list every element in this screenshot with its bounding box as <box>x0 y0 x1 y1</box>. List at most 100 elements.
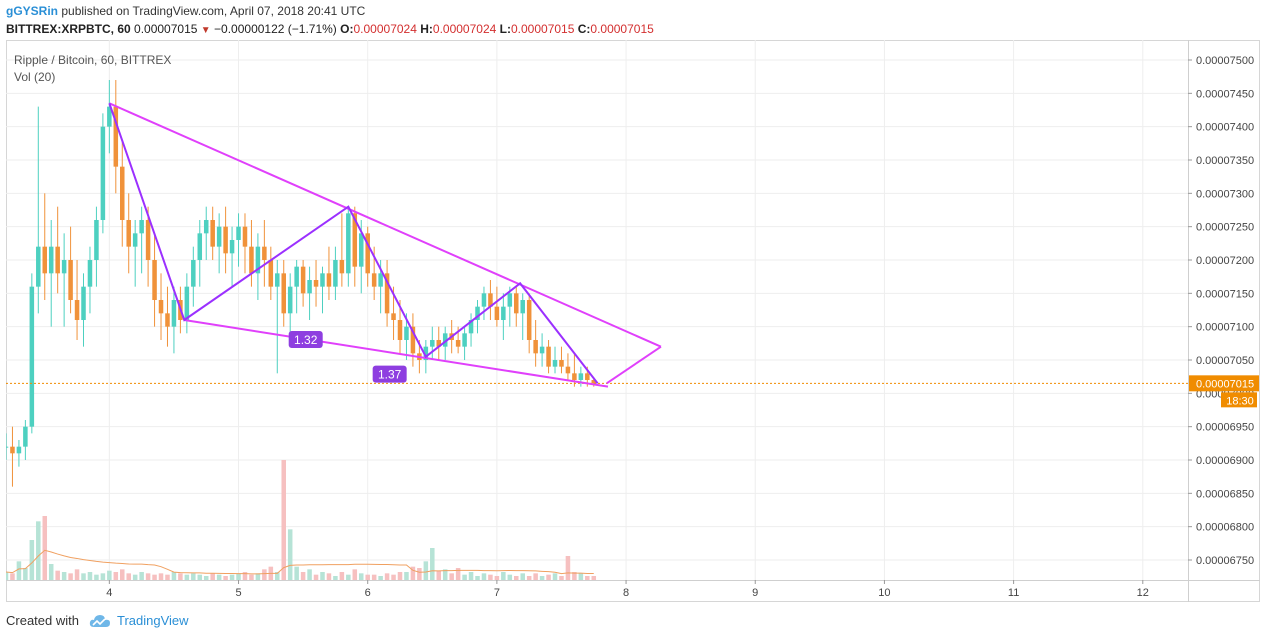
volume-bar <box>462 574 467 580</box>
ratio-label-bg <box>372 365 407 383</box>
candle-body <box>475 306 480 320</box>
volume-bar <box>300 572 306 580</box>
volume-bar <box>287 529 293 580</box>
y-tick-label: 0.00006750 <box>1196 555 1254 567</box>
price-change: −0.00000122 (−1.71%) <box>214 22 337 36</box>
trend-line <box>108 102 662 348</box>
volume-bar <box>539 576 545 580</box>
x-tick-label: 4 <box>106 587 112 599</box>
volume-bar <box>442 569 448 580</box>
candle-body <box>287 286 293 314</box>
volume-bar <box>501 572 506 580</box>
volume-bar <box>68 573 73 580</box>
brand-label: TradingView <box>116 613 189 628</box>
candle-body <box>462 333 467 347</box>
candle-body <box>552 360 558 367</box>
volume-bar <box>203 576 209 580</box>
volume-bar <box>132 574 138 580</box>
volume-bar <box>249 574 254 580</box>
y-tick-label: 0.00007100 <box>1196 322 1254 334</box>
open-label: O: <box>340 22 354 36</box>
author-name[interactable]: gGYSRin <box>6 4 59 18</box>
volume-bar <box>74 569 80 580</box>
candle-body <box>520 300 525 314</box>
candle-body <box>126 220 131 247</box>
candle-body <box>3 446 9 448</box>
volume-bar <box>578 573 584 580</box>
volume-bar <box>36 521 41 580</box>
y-tick-label: 0.00006850 <box>1196 488 1254 500</box>
volume-bar <box>326 573 332 580</box>
volume-bar <box>404 572 409 580</box>
volume-bar <box>365 574 370 580</box>
chart-frame[interactable]: 0.00007500 0.00007450 0.00007400 0.00007350… <box>3 40 1260 602</box>
volume-bar <box>3 572 9 580</box>
volume-bar <box>313 574 319 580</box>
candle-body <box>572 373 577 380</box>
volume-bar <box>488 574 493 580</box>
candle-body <box>352 213 358 267</box>
candle-body <box>488 293 493 307</box>
candle-body <box>10 446 15 454</box>
ratio-label-bg <box>288 331 323 348</box>
candle-body <box>36 246 41 287</box>
candle-body <box>145 220 151 260</box>
y-tick-label: 0.00007500 <box>1196 55 1254 67</box>
volume-bar <box>423 561 429 580</box>
volume-bar <box>165 574 170 580</box>
chart-title: Ripple / Bitcoin, 60, BITTREX <box>14 53 171 67</box>
candle-body <box>281 273 286 314</box>
candle-body <box>468 320 474 334</box>
candle-body <box>578 373 584 380</box>
candle-body <box>197 233 203 260</box>
volume-bar <box>255 573 261 580</box>
x-tick-label: 8 <box>623 587 629 599</box>
volume-bar <box>87 572 93 580</box>
candle-body <box>397 320 403 340</box>
candle-body <box>262 246 267 260</box>
candle-body <box>249 246 254 274</box>
volume-bar <box>23 568 28 580</box>
symbol-label: BITTREX:XRPBTC, 60 <box>6 22 131 36</box>
candle-body <box>423 346 429 360</box>
candle-body <box>565 366 571 374</box>
candle-body <box>358 233 364 267</box>
y-tick-label: 0.00007200 <box>1196 255 1254 267</box>
candle-body <box>410 326 416 354</box>
tradingview-link[interactable]: TradingView <box>89 613 189 628</box>
candle-body <box>48 246 54 274</box>
candle-body <box>16 446 22 454</box>
cloud-icon <box>89 614 110 627</box>
volume-bar <box>29 540 35 580</box>
candle-body <box>184 286 190 320</box>
price-chart[interactable]: 0.00007500 0.00007450 0.00007400 0.00007350… <box>3 40 1260 602</box>
volume-label: Vol (20) <box>14 70 55 84</box>
volume-bar <box>178 573 183 580</box>
y-tick-label: 0.00006950 <box>1196 422 1254 434</box>
volume-bar <box>430 548 435 580</box>
volume-bar <box>107 570 112 580</box>
candle-body <box>229 240 235 254</box>
candle-body <box>203 220 209 234</box>
volume-bar <box>371 574 377 580</box>
candle-body <box>120 166 125 220</box>
volume-bar <box>158 573 164 580</box>
volume-bar <box>81 573 86 580</box>
candle-body <box>514 293 519 314</box>
volume-bar <box>591 576 597 580</box>
volume-bar <box>436 570 442 580</box>
volume-bar <box>475 576 480 580</box>
volume-bar <box>585 576 590 580</box>
volume-bar <box>378 576 383 580</box>
candle-body <box>455 340 461 347</box>
close-label: C: <box>577 22 591 36</box>
volume-bar <box>236 573 241 580</box>
volume-bar <box>229 574 235 580</box>
y-tick-label: 0.00007050 <box>1196 355 1254 367</box>
candle-body <box>591 380 597 384</box>
candle-body <box>585 373 590 380</box>
last-price: 0.00007015 <box>134 22 198 36</box>
candle-body <box>255 246 261 274</box>
low-label: L: <box>499 22 511 36</box>
volume-bar <box>572 572 577 580</box>
